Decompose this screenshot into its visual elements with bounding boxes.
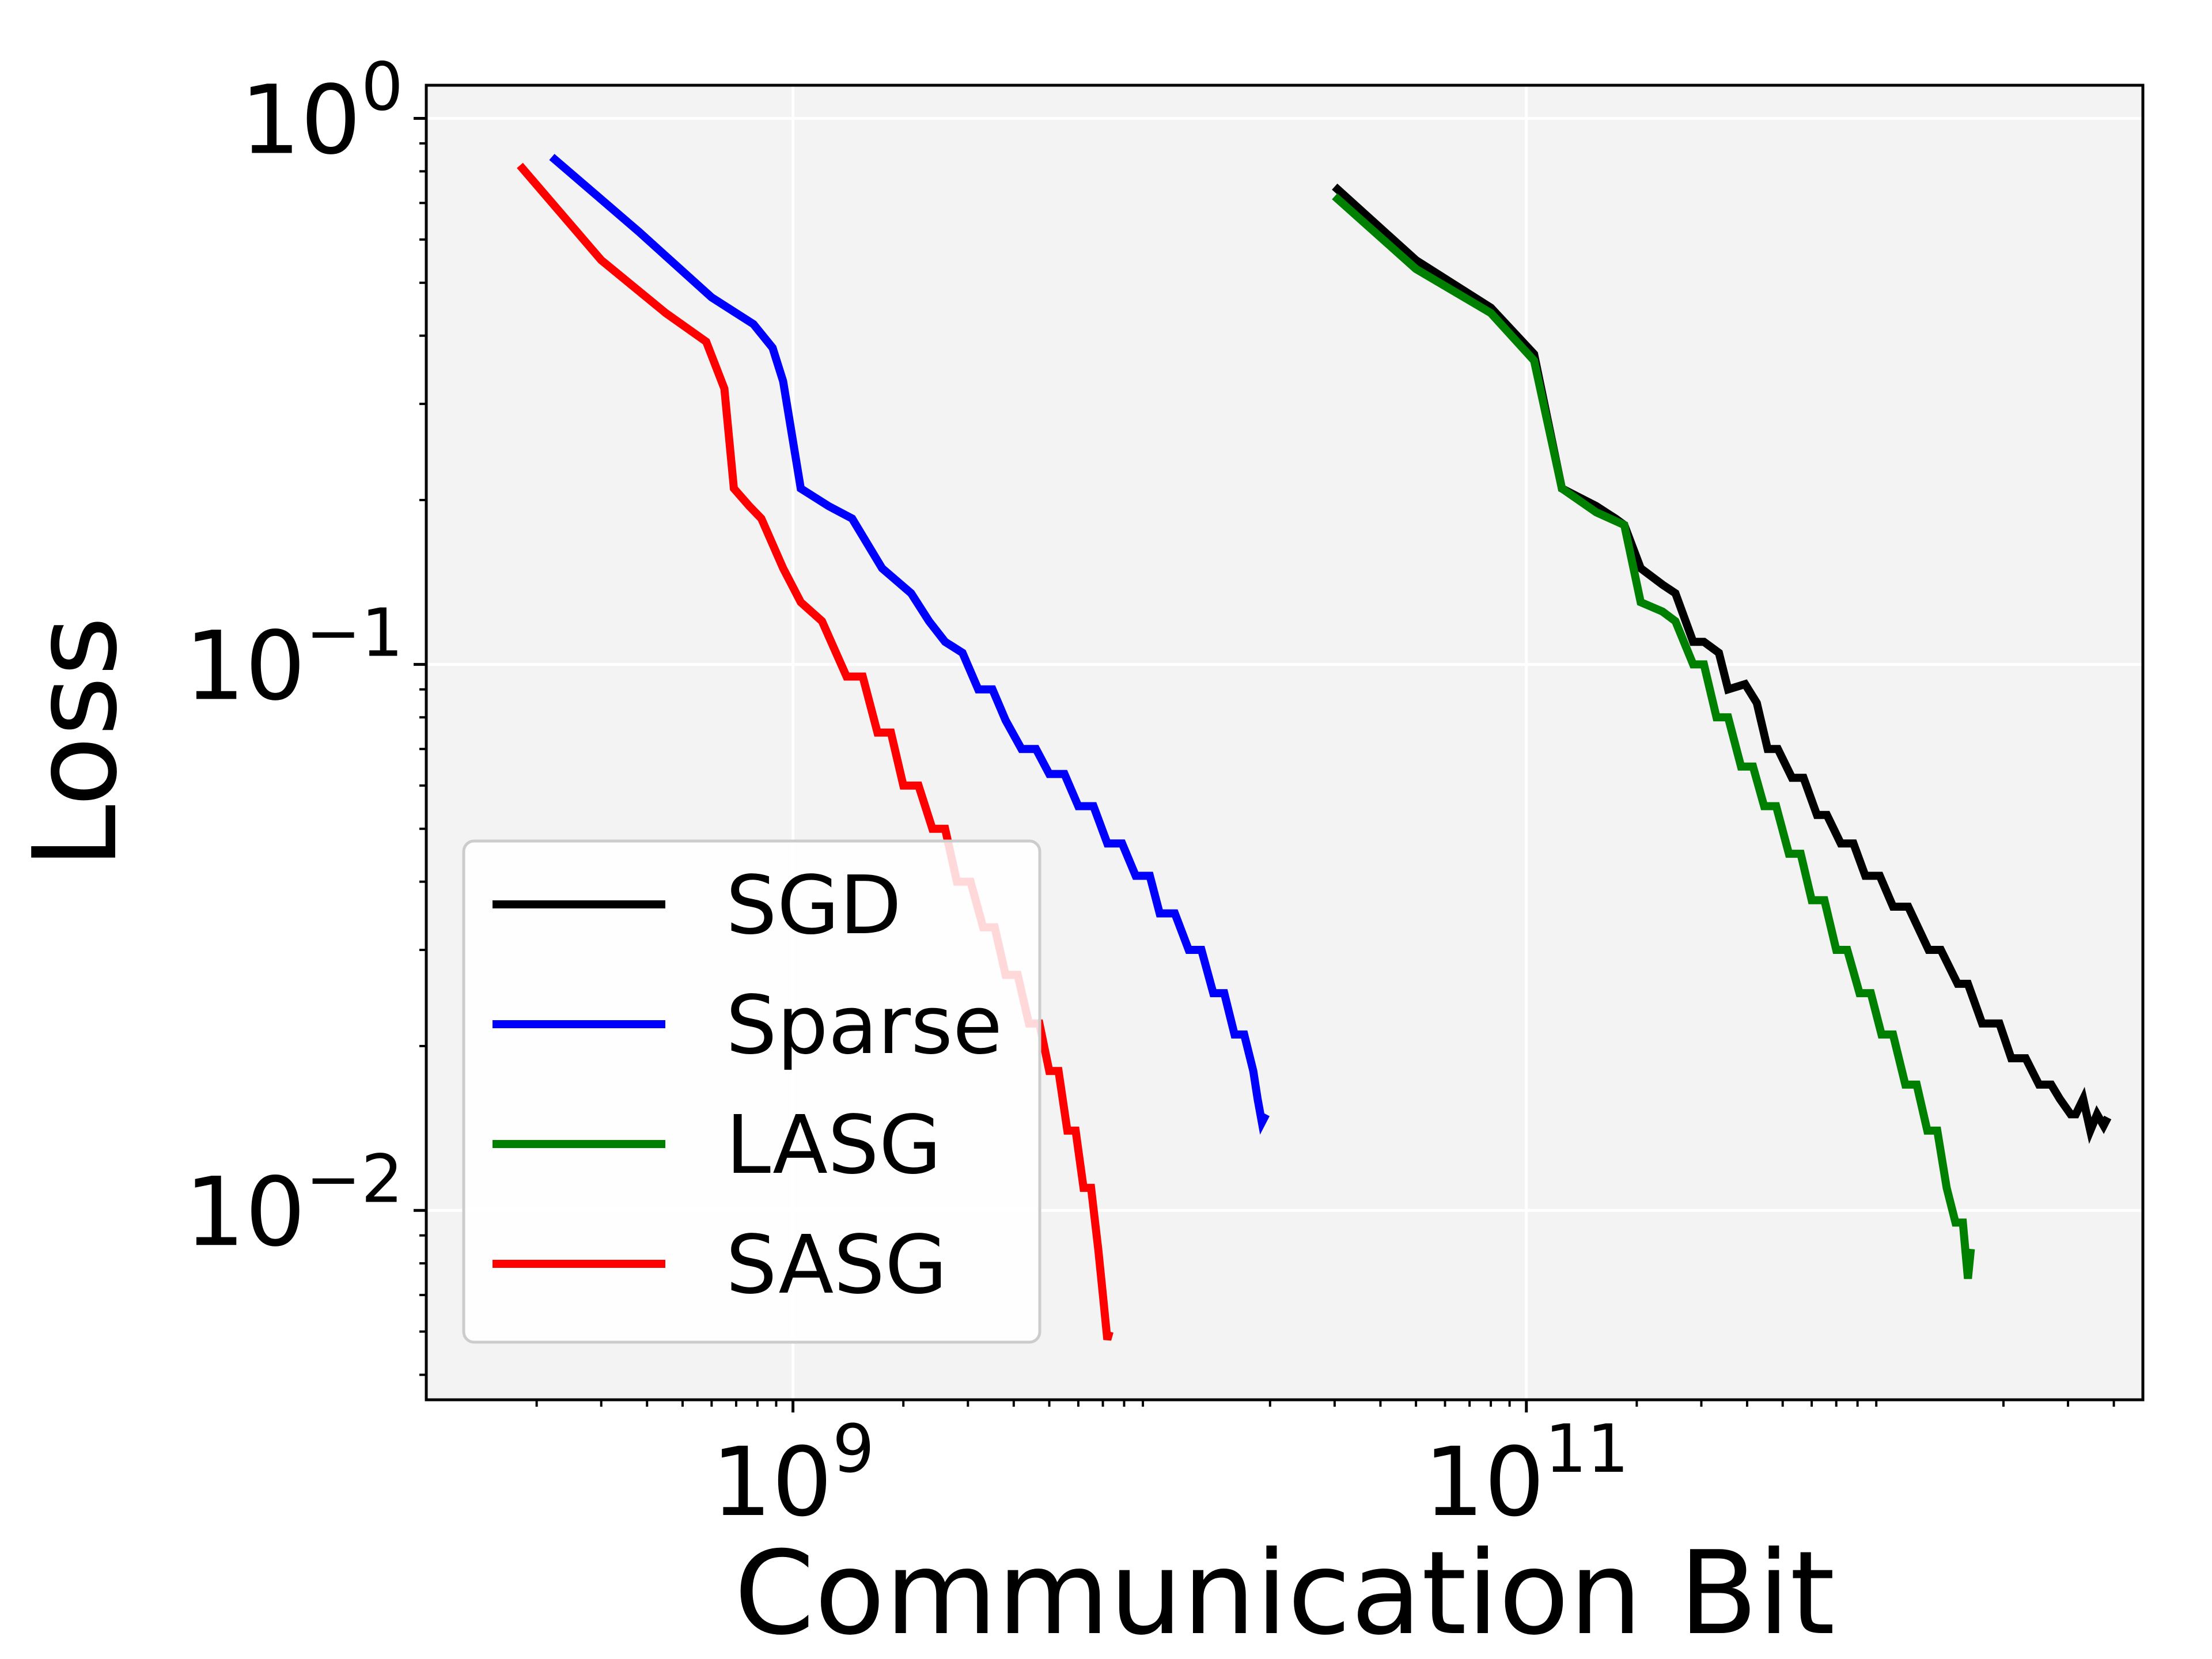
legend-label-sparse: Sparse: [726, 979, 1002, 1073]
tick-exponent: −1: [305, 594, 403, 672]
legend: SGD Sparse LASG SASG: [462, 839, 1041, 1344]
y-tick-label: 10−1: [185, 594, 404, 721]
tick-exponent: 0: [361, 49, 403, 126]
tick-base: 10: [711, 1427, 832, 1537]
legend-label-sasg: SASG: [726, 1218, 948, 1312]
series-lines: [517, 154, 2112, 1341]
tick-exponent: 11: [1545, 1411, 1629, 1488]
series-line-lasg: [1332, 193, 1975, 1279]
tick-exponent: −2: [305, 1141, 403, 1218]
plot-frame: [425, 84, 2145, 1402]
y-tick-label: 100: [240, 49, 403, 176]
y-tick-label: 10−2: [185, 1141, 404, 1267]
legend-label-sgd: SGD: [726, 859, 902, 953]
y-axis-title: Loss: [9, 616, 143, 869]
x-tick-label: 1011: [1424, 1411, 1629, 1537]
legend-label-lasg: LASG: [726, 1099, 941, 1192]
series-line-sparse: [549, 154, 1270, 1135]
tick-exponent: 9: [832, 1411, 874, 1488]
series-line-sgd: [1332, 183, 2112, 1144]
tick-base: 10: [185, 611, 306, 721]
tick-base: 10: [185, 1157, 306, 1267]
x-axis-title: Communication Bit: [734, 1527, 1835, 1659]
tick-base: 10: [1424, 1427, 1545, 1537]
legend-box: [462, 839, 1041, 1344]
series-line-sasg: [517, 162, 1113, 1341]
tick-base: 10: [240, 65, 361, 176]
x-tick-label: 109: [711, 1411, 874, 1537]
